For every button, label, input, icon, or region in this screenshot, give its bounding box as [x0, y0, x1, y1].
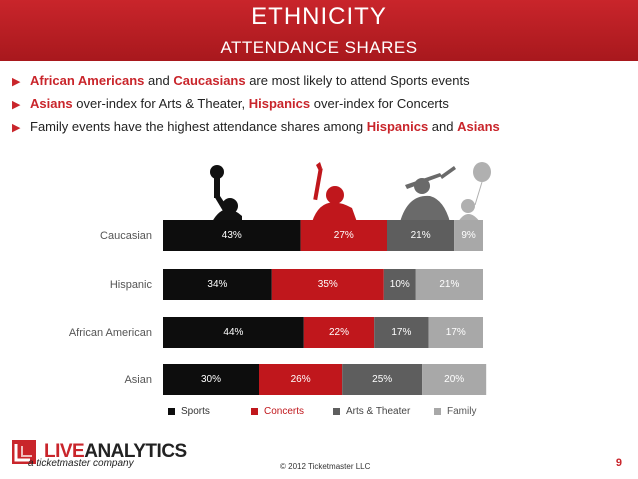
- bullet-text: are most likely to attend Sports events: [245, 73, 470, 88]
- data-label: 26%: [290, 374, 311, 385]
- logo-live: LIVE: [44, 441, 85, 462]
- bar-segment: [163, 317, 304, 348]
- bullet-text: Family events have the highest attendanc…: [30, 119, 367, 134]
- copyright: © 2012 Ticketmaster LLC: [280, 462, 371, 471]
- bullet-arrow-icon: ▶: [12, 122, 21, 134]
- legend-swatch: [168, 407, 175, 415]
- bullet-highlight: Caucasians: [173, 73, 246, 88]
- bar-segment: [422, 364, 487, 395]
- bar-segment: [271, 269, 384, 300]
- bar-segment: [342, 364, 423, 395]
- bullet-highlight: Hispanics: [366, 119, 429, 134]
- category-label: Asian: [124, 374, 152, 386]
- theater-silhouette-icon: [400, 166, 456, 222]
- page-number: 9: [615, 457, 622, 469]
- bullet-text: over-index for Arts & Theater,: [72, 96, 249, 111]
- bar-segment: [303, 317, 375, 348]
- data-label: 10%: [389, 279, 410, 290]
- data-label: 34%: [207, 279, 228, 290]
- bullet-item: ▶ Asians over-index for Arts & Theater, H…: [12, 95, 632, 118]
- data-label: 25%: [372, 374, 393, 385]
- concerts-silhouette-icon: [312, 162, 357, 222]
- bullet-item: ▶ African Americans and Caucasians are mo…: [12, 72, 632, 95]
- data-label: 43%: [221, 230, 242, 241]
- page-title: ETHNICITY: [251, 3, 387, 30]
- data-label: 30%: [200, 374, 221, 385]
- category-label: Hispanic: [109, 279, 152, 291]
- bar-segment: [415, 269, 483, 300]
- bullet-arrow-icon: ▶: [12, 99, 21, 111]
- bullet-highlight: Asians: [457, 119, 500, 134]
- bar-segment: [259, 364, 343, 395]
- title-banner: ETHNICITY ATTENDANCE SHARES: [0, 0, 638, 61]
- legend-swatch: [434, 407, 441, 415]
- legend-label: Family: [447, 406, 477, 417]
- data-label: 22%: [328, 327, 349, 338]
- data-label: 17%: [445, 327, 466, 338]
- data-label: 35%: [317, 279, 338, 290]
- legend-swatch: [251, 407, 258, 415]
- category-label: Caucasian: [100, 230, 152, 242]
- logo-tagline: a ticketmaster company: [28, 458, 134, 469]
- legend-label: Sports: [181, 406, 210, 417]
- bar-segment: [163, 269, 272, 300]
- data-label: 44%: [223, 327, 244, 338]
- data-label: 21%: [410, 230, 431, 241]
- legend-swatch: [333, 407, 340, 415]
- bullet-highlight: Hispanics: [248, 96, 311, 111]
- bullet-text: over-index for Concerts: [310, 96, 449, 111]
- legend-family: Family: [434, 406, 476, 417]
- logo-wordmark: LIVEANALYTICS: [44, 441, 187, 463]
- bar-segment: [454, 220, 483, 251]
- data-label: 27%: [333, 230, 354, 241]
- bullet-arrow-icon: ▶: [12, 76, 21, 88]
- data-label: 21%: [439, 279, 460, 290]
- category-label: African American: [68, 327, 152, 339]
- legend-arts-theater: Arts & Theater: [333, 406, 410, 417]
- bullet-highlight: African Americans: [30, 73, 145, 88]
- legend-label: Concerts: [264, 406, 305, 417]
- bar-segment: [163, 220, 301, 251]
- bar-segment: [383, 269, 416, 300]
- bar-segment: [163, 364, 259, 395]
- bullet-item: ▶ Family events have the highest attendan…: [12, 118, 632, 141]
- data-label: 20%: [444, 374, 465, 385]
- bar-segment: [300, 220, 387, 251]
- data-label: 9%: [461, 230, 476, 241]
- bullet-text: and: [428, 119, 458, 134]
- logo-mark-icon: [12, 440, 36, 464]
- legend-concerts: Concerts: [251, 406, 304, 417]
- page-subtitle: ATTENDANCE SHARES: [220, 38, 418, 57]
- legend-label: Arts & Theater: [346, 406, 411, 417]
- logo-analytics: ANALYTICS: [84, 441, 187, 462]
- bar-segment: [374, 317, 429, 348]
- bar-segment: [428, 317, 483, 348]
- bullet-highlight: Asians: [30, 96, 73, 111]
- data-label: 17%: [391, 327, 412, 338]
- legend-sports: Sports: [168, 406, 210, 417]
- bullet-text: and: [144, 73, 174, 88]
- bar-segment: [387, 220, 455, 251]
- bullet-list: ▶ African Americans and Caucasians are mo…: [12, 72, 632, 141]
